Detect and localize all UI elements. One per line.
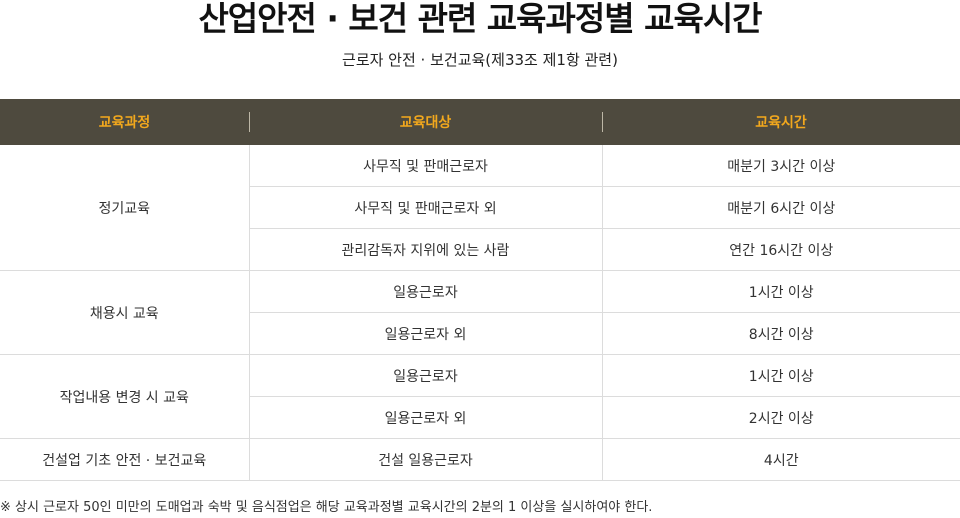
table-row: 일용근로자 외 2시간 이상	[0, 396, 960, 439]
header-time-label: 교육시간	[755, 115, 807, 131]
course-cell: 건설업 기초 안전 · 보건교육	[0, 438, 250, 481]
table-row: 정기교육 사무직 및 판매근로자 매분기 3시간 이상	[0, 145, 960, 271]
table-row: 사무직 및 판매근로자 외 매분기 6시간 이상	[0, 186, 960, 229]
course-cell: 작업내용 변경 시 교육	[0, 354, 250, 439]
table-row: 채용시 교육 일용근로자 1시간 이상	[0, 270, 960, 355]
header-target-label: 교육대상	[399, 115, 452, 131]
time-cell: 1시간 이상	[602, 354, 960, 397]
table-header-row: 교육과정 교육대상 교육시간	[0, 99, 960, 145]
footnote: ※ 상시 근로자 50인 미만의 도매업과 숙박 및 음식점업은 해당 교육과정…	[0, 500, 653, 515]
time-cell: 매분기 3시간 이상	[602, 145, 960, 187]
time-cell: 8시간 이상	[602, 312, 960, 355]
time-cell: 1시간 이상	[602, 270, 960, 313]
target-cell: 일용근로자 외	[249, 396, 603, 439]
header-divider	[602, 112, 603, 132]
target-cell: 사무직 및 판매근로자	[249, 145, 603, 187]
target-cell: 사무직 및 판매근로자 외	[249, 186, 603, 229]
page-title: 산업안전 · 보건 관련 교육과정별 교육시간	[198, 0, 762, 38]
page-subtitle: 근로자 안전 · 보건교육(제33조 제1항 관련)	[342, 51, 618, 69]
time-cell: 4시간	[602, 438, 960, 481]
header-course-label: 교육과정	[98, 115, 151, 131]
time-cell: 2시간 이상	[602, 396, 960, 439]
header-target: 교육대상	[249, 99, 602, 145]
table-row: 작업내용 변경 시 교육 일용근로자 1시간 이상	[0, 354, 960, 439]
table-row: 일용근로자 외 8시간 이상	[0, 312, 960, 355]
header-divider	[249, 112, 250, 132]
target-cell: 일용근로자 외	[249, 312, 603, 355]
course-cell: 정기교육	[0, 145, 250, 271]
header-time: 교육시간	[602, 99, 960, 145]
course-cell: 채용시 교육	[0, 270, 250, 355]
target-cell: 일용근로자	[249, 270, 603, 313]
header-course: 교육과정	[0, 99, 249, 145]
time-cell: 연간 16시간 이상	[602, 228, 960, 271]
table-row: 건설업 기초 안전 · 보건교육 건설 일용근로자 4시간	[0, 438, 960, 481]
time-cell: 매분기 6시간 이상	[602, 186, 960, 229]
target-cell: 관리감독자 지위에 있는 사람	[249, 228, 603, 271]
education-table: 교육과정 교육대상 교육시간 정기교육 사무직 및 판매근로자 매분기 3시간 …	[0, 99, 960, 481]
target-cell: 일용근로자	[249, 354, 603, 397]
table-row: 관리감독자 지위에 있는 사람 연간 16시간 이상	[0, 228, 960, 271]
target-cell: 건설 일용근로자	[249, 438, 603, 481]
